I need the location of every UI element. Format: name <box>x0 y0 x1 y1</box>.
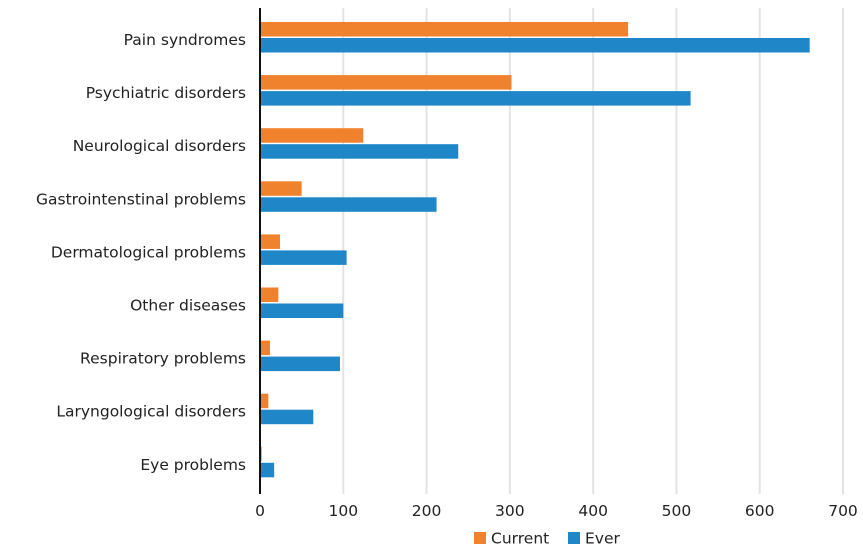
bar-ever-psychiatric-disorders <box>260 91 691 106</box>
bar-ever-eye-problems <box>260 462 275 478</box>
bar-ever-neurological-disorders <box>260 144 459 159</box>
legend-swatch-current <box>474 532 486 544</box>
x-tick-label: 500 <box>662 502 692 520</box>
bar-current-gastrointenstinal-problems <box>260 181 302 196</box>
category-labels: Pain syndromes Psychiatric disorders Neuro… <box>36 31 246 474</box>
bar-ever-pain-syndromes <box>260 38 810 53</box>
bar-current-pain-syndromes <box>260 22 629 37</box>
legend-swatch-ever <box>568 532 580 544</box>
bar-ever-other-diseases <box>260 303 344 318</box>
x-tick-label: 600 <box>745 502 775 520</box>
category-label: Respiratory problems <box>80 350 246 368</box>
category-label: Eye problems <box>140 456 246 474</box>
x-tick-label: 400 <box>578 502 608 520</box>
category-label: Psychiatric disorders <box>86 84 246 102</box>
x-tick-label: 100 <box>328 502 358 520</box>
bar-current-dermatological-problems <box>260 234 280 249</box>
category-label: Laryngological disorders <box>56 403 246 421</box>
bar-ever-respiratory-problems <box>260 356 340 372</box>
x-tick-labels: 0 100 200 300 400 500 600 700 <box>255 502 858 520</box>
category-label: Neurological disorders <box>73 137 246 155</box>
x-tick-label: 0 <box>255 502 265 520</box>
bar-current-laryngological-disorders <box>260 393 269 409</box>
category-label: Dermatological problems <box>51 243 246 261</box>
x-tick-label: 200 <box>412 502 442 520</box>
x-tick-label: 700 <box>828 502 858 520</box>
bar-current-respiratory-problems <box>260 340 270 356</box>
bar-ever-laryngological-disorders <box>260 409 314 425</box>
category-label: Other diseases <box>130 297 246 315</box>
legend-label-current: Current <box>491 530 549 548</box>
category-label: Gastrointenstinal problems <box>36 190 246 208</box>
bar-ever-dermatological-problems <box>260 250 347 265</box>
bars <box>260 22 810 478</box>
bar-current-psychiatric-disorders <box>260 75 512 90</box>
category-label: Pain syndromes <box>124 31 246 49</box>
x-tick-label: 300 <box>495 502 525 520</box>
legend: Current Ever <box>474 530 621 548</box>
bar-ever-gastrointenstinal-problems <box>260 197 437 212</box>
bar-current-neurological-disorders <box>260 128 364 143</box>
bar-current-other-diseases <box>260 287 279 302</box>
legend-label-ever: Ever <box>585 530 621 548</box>
